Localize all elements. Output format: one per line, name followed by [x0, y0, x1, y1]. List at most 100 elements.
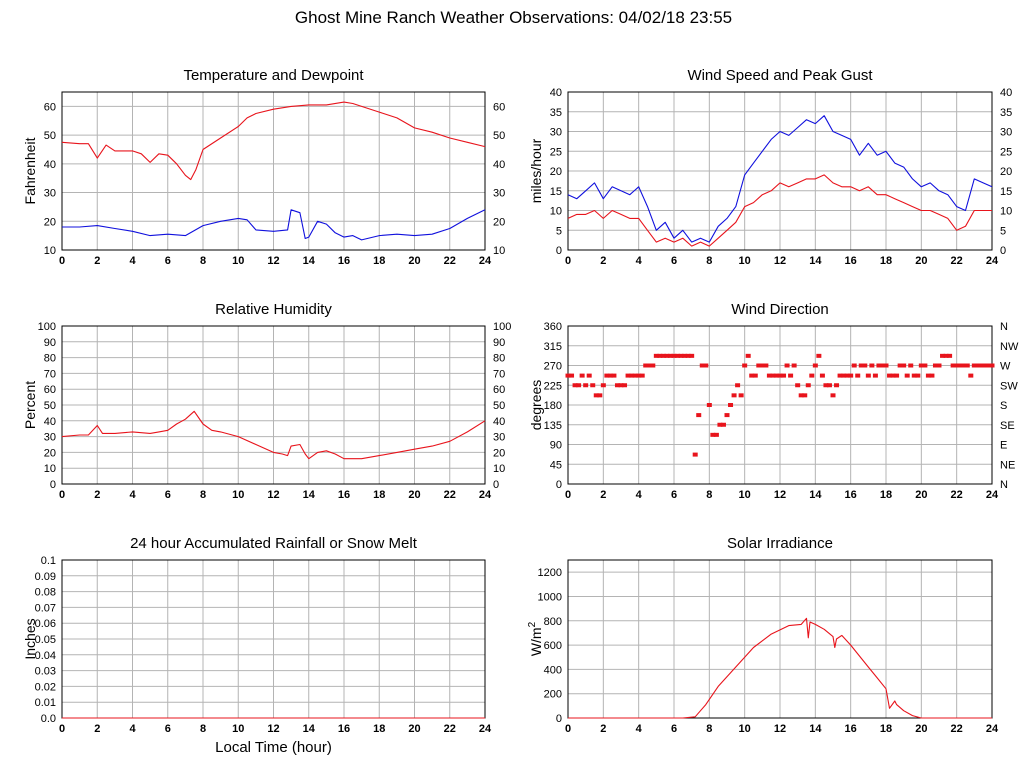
right-tick-label: E	[1000, 440, 1007, 452]
data-point	[572, 383, 578, 388]
y-tick-label: 0.02	[35, 681, 56, 693]
x-tick-label: 18	[880, 723, 892, 735]
data-point	[936, 363, 942, 368]
x-tick-label: 18	[373, 723, 385, 735]
data-point	[614, 383, 620, 388]
data-point	[890, 373, 896, 378]
x-tick-label: 14	[809, 255, 822, 267]
x-tick-label: 20	[408, 255, 420, 267]
right-tick-label: N	[1000, 321, 1008, 333]
data-point	[911, 373, 917, 378]
y-tick-label: 30	[550, 127, 562, 139]
x-tick-label: 22	[951, 723, 963, 735]
data-point	[826, 383, 832, 388]
data-point	[657, 353, 663, 358]
y-tick-label: 0.09	[35, 571, 56, 583]
x-tick-label: 16	[338, 255, 350, 267]
series-line-1	[62, 209, 486, 241]
data-point	[724, 413, 730, 418]
x-tick-label: 0	[59, 723, 65, 735]
x-tick-label: 6	[671, 723, 677, 735]
y-tick-label: 400	[544, 664, 562, 676]
right-tick-label: 30	[493, 188, 505, 200]
data-point	[932, 363, 938, 368]
x-tick-label: 20	[408, 489, 420, 501]
data-point	[720, 422, 726, 427]
data-point	[731, 393, 737, 398]
data-point	[915, 373, 921, 378]
x-tick-label: 8	[200, 489, 206, 501]
data-point	[823, 383, 829, 388]
right-tick-label: N	[1000, 479, 1008, 491]
x-tick-label: 4	[636, 489, 643, 501]
y-tick-label: 5	[556, 225, 562, 237]
y-axis-label-text: miles/hour	[528, 138, 544, 203]
data-point	[770, 373, 776, 378]
y-tick-label: 60	[44, 101, 56, 113]
plot-frame	[61, 325, 486, 485]
data-point	[636, 373, 642, 378]
x-tick-label: 10	[232, 489, 244, 501]
data-point	[728, 403, 734, 407]
x-tick-label: 14	[809, 723, 822, 735]
data-point	[781, 373, 787, 378]
x-tick-label: 6	[165, 489, 171, 501]
x-tick-label: 18	[880, 489, 892, 501]
y-axis-label: Inches	[22, 618, 38, 659]
x-tick-label: 20	[915, 489, 927, 501]
y-axis-label: W/m2	[527, 621, 544, 656]
data-point	[844, 373, 850, 378]
y-tick-label: 10	[550, 206, 562, 218]
data-point	[985, 363, 991, 368]
data-point	[848, 373, 854, 378]
data-point	[766, 373, 772, 378]
data-point	[685, 353, 691, 358]
x-tick-label: 6	[671, 489, 677, 501]
right-tick-label: 40	[1000, 87, 1012, 99]
data-point	[653, 353, 659, 358]
x-axis-label: Local Time (hour)	[215, 739, 332, 756]
x-tick-label: 2	[94, 489, 100, 501]
y-tick-label: 20	[550, 166, 562, 178]
x-tick-label: 12	[774, 489, 786, 501]
y-tick-label: 0.06	[35, 618, 56, 630]
data-point	[618, 383, 624, 388]
y-axis-label-text: Inches	[22, 618, 38, 659]
data-point	[759, 363, 765, 368]
x-tick-label: 6	[165, 723, 171, 735]
y-tick-label: 50	[44, 400, 56, 412]
data-point	[968, 373, 974, 378]
y-tick-label: 0.08	[35, 587, 56, 599]
data-point	[982, 363, 988, 368]
chart-title: 24 hour Accumulated Rainfall or Snow Mel…	[130, 535, 418, 552]
y-tick-label: 0.0	[41, 713, 56, 725]
y-tick-label: 40	[44, 159, 56, 171]
y-tick-label: 60	[44, 384, 56, 396]
chart-title: Temperature and Dewpoint	[183, 67, 364, 84]
data-point	[671, 353, 677, 358]
chart-title: Relative Humidity	[215, 301, 332, 318]
right-tick-label: 100	[493, 321, 511, 333]
data-point	[904, 373, 910, 378]
right-tick-label: 5	[1000, 225, 1006, 237]
y-tick-label: 0.01	[35, 697, 56, 709]
data-point	[611, 373, 617, 378]
data-point	[812, 363, 818, 368]
data-point	[872, 373, 878, 378]
y-tick-label: 10	[44, 463, 56, 475]
x-tick-label: 16	[845, 489, 857, 501]
right-tick-label: 80	[493, 353, 505, 365]
right-tick-label: 0	[1000, 245, 1006, 257]
data-point	[678, 353, 684, 358]
data-point	[756, 363, 762, 368]
x-tick-label: 8	[200, 255, 206, 267]
y-tick-label: 90	[44, 337, 56, 349]
data-point	[922, 363, 928, 368]
y-axis-label-text: Fahrenheit	[22, 137, 38, 204]
data-point	[650, 363, 656, 368]
x-tick-label: 8	[706, 255, 712, 267]
x-tick-label: 24	[986, 255, 999, 267]
data-point	[855, 373, 861, 378]
